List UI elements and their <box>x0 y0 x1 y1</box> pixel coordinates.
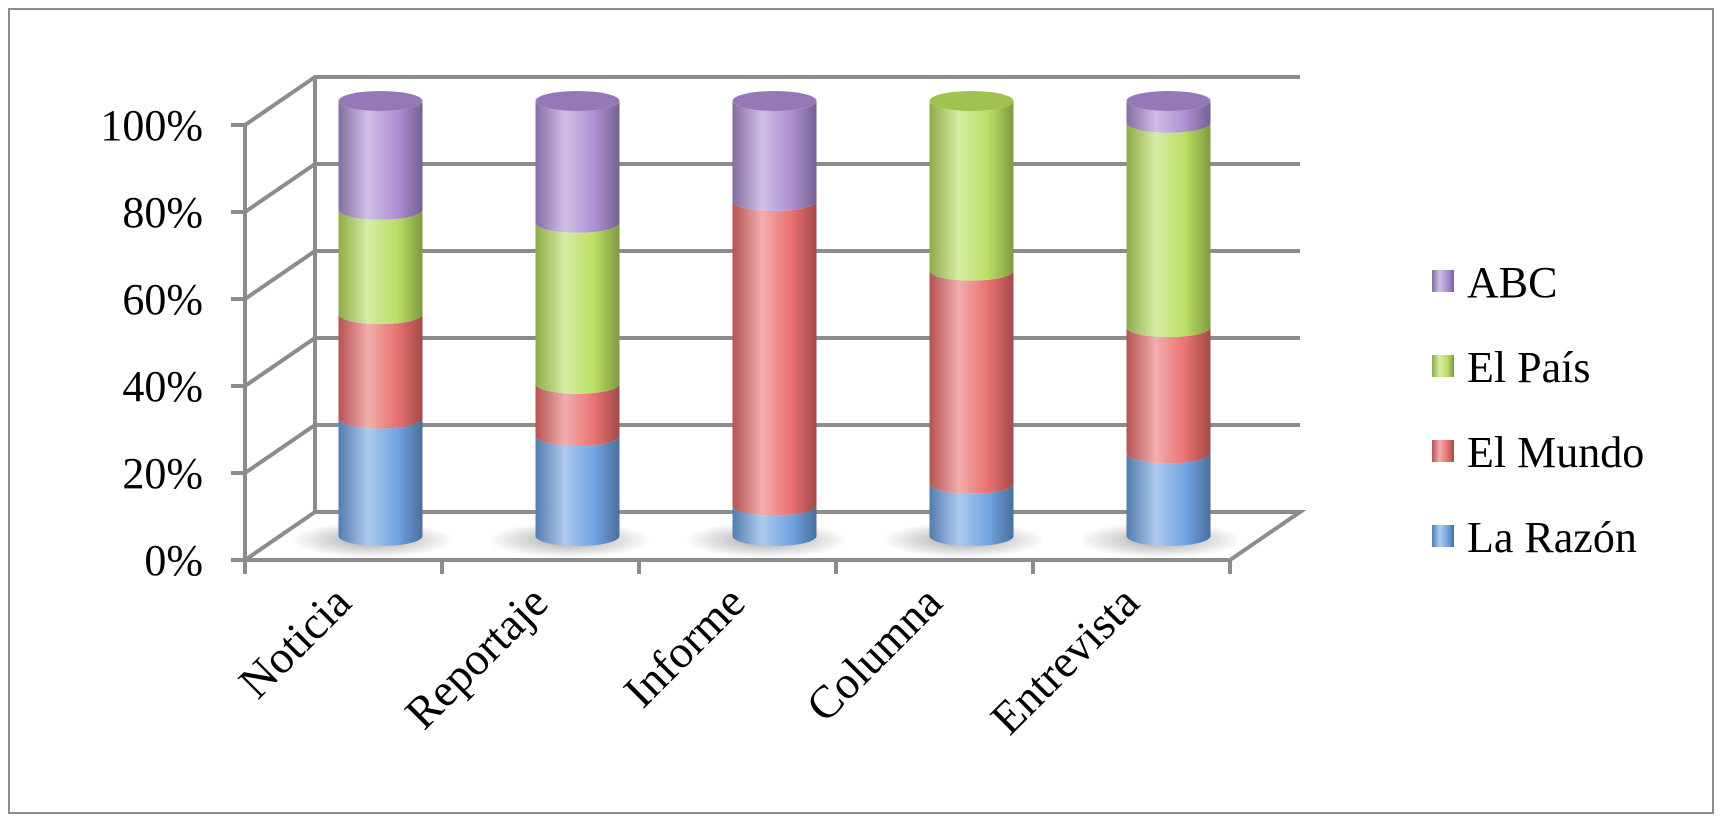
category-label: Noticia <box>229 576 361 708</box>
category-label: Columna <box>796 576 951 731</box>
bar-segment: Entrevista – El País: 47% <box>1126 122 1211 338</box>
category-label: Entrevista <box>981 576 1149 744</box>
y-tick-label: 80% <box>122 188 203 237</box>
bar-top-cap <box>732 91 817 111</box>
bar-segment: Entrevista – La Razón: 19% <box>1126 453 1211 546</box>
bar-segment: Noticia – La Razón: 27% <box>338 418 423 546</box>
bar-top-cap <box>1126 91 1211 111</box>
bar-segment: Noticia – ABC: 25% <box>338 101 423 220</box>
category-labels: Noticia Reportaje Informe Columna Entrevista <box>229 576 1149 744</box>
y-tick-label: 0% <box>144 536 203 585</box>
bar-segment: Columna – El Mundo: 49% <box>929 270 1014 494</box>
bar-segment: Noticia – El Mundo: 24% <box>338 314 423 429</box>
legend-swatch <box>1432 440 1454 462</box>
y-tick-label: 60% <box>122 275 203 324</box>
bar-segment: Entrevista – ABC: 5% <box>1126 101 1211 133</box>
y-tick-label: 40% <box>122 362 203 411</box>
bar-segment: Entrevista – El Mundo: 29% <box>1126 327 1211 464</box>
bar-segment: Reportaje – La Razón: 23% <box>535 435 620 546</box>
legend-swatch <box>1432 355 1454 377</box>
y-tick-labels: 0% 20% 40% 60% 80% 100% <box>100 101 245 585</box>
bars: Noticia – La Razón: 27%Noticia – El Mund… <box>290 91 1243 558</box>
bar-segment: Informe – La Razón: 7% <box>732 505 817 546</box>
bar-segment: Noticia – El País: 24% <box>338 209 423 325</box>
legend-swatch <box>1432 270 1454 292</box>
bar-top-cap <box>535 91 620 111</box>
bar-top-cap <box>338 91 423 111</box>
legend-label: El Mundo <box>1467 428 1644 477</box>
chart-frame <box>8 8 1714 814</box>
legend: ABC El País El Mundo La Razón <box>1432 258 1644 562</box>
bar-segment: Informe – ABC: 23% <box>732 101 817 212</box>
bar-segment: Columna – El País: 39% <box>929 101 1014 281</box>
legend-label: La Razón <box>1467 513 1637 562</box>
category-label: Informe <box>614 576 755 717</box>
bar-top-cap <box>929 91 1014 111</box>
legend-label: ABC <box>1467 258 1557 307</box>
bar-segment: Informe – El Mundo: 70% <box>732 201 817 516</box>
bar-segment: Reportaje – El Mundo: 12% <box>535 383 620 446</box>
category-label: Reportaje <box>395 576 558 739</box>
bar-segment: Reportaje – ABC: 28% <box>535 101 620 233</box>
y-tick-label: 20% <box>122 449 203 498</box>
bar-segment: Columna – La Razón: 12% <box>929 483 1014 546</box>
legend-swatch <box>1432 525 1454 547</box>
bar-segment: Reportaje – El País: 37% <box>535 222 620 394</box>
legend-label: El País <box>1467 343 1590 392</box>
y-tick-label: 100% <box>100 101 203 150</box>
